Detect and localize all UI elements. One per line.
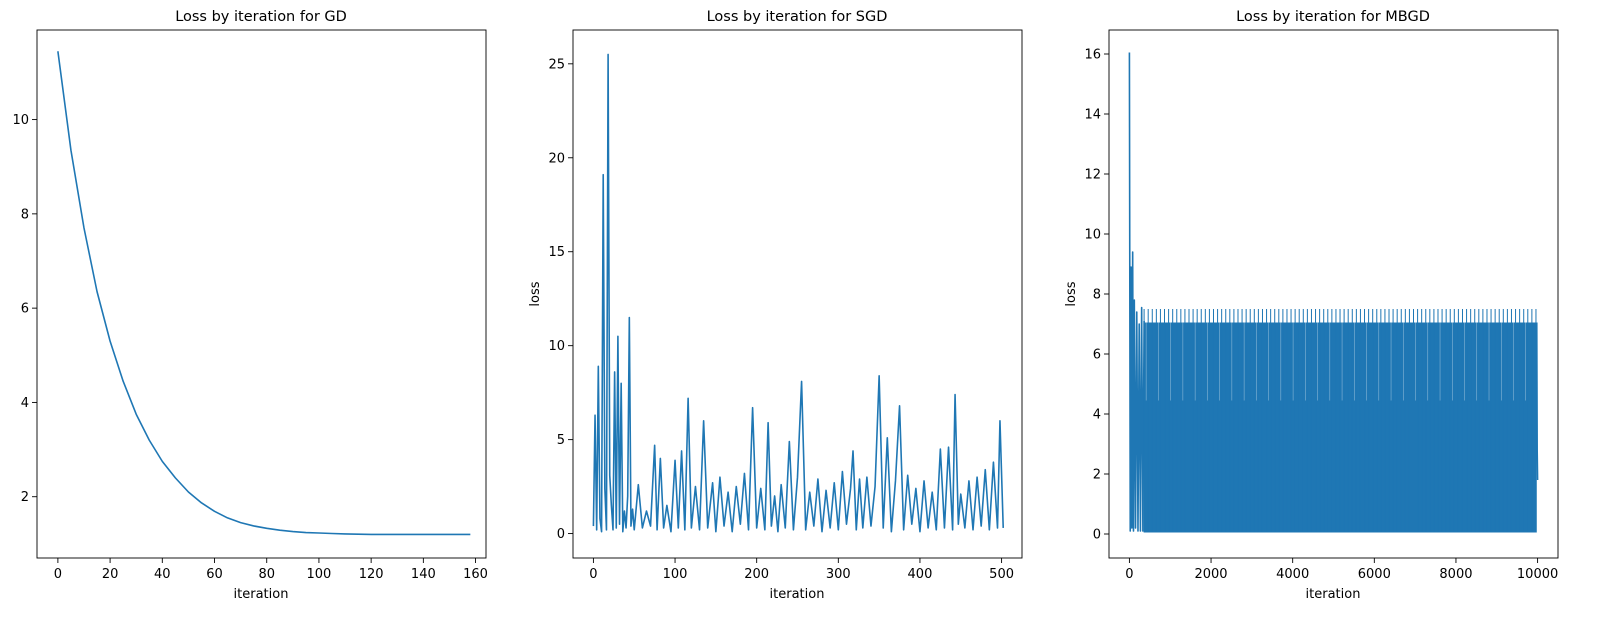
y-tick-label: 10	[548, 339, 565, 354]
y-tick-label: 4	[1093, 408, 1101, 423]
plot-area	[1128, 52, 1539, 533]
x-tick-label: 300	[826, 567, 851, 582]
x-tick-label: 500	[989, 567, 1014, 582]
series-tail	[1535, 322, 1539, 481]
x-tick-label: 100	[663, 567, 688, 582]
y-tick-label: 5	[557, 433, 565, 448]
y-tick-label: 2	[1093, 468, 1101, 483]
plot-area	[592, 53, 1005, 533]
y-tick-label: 20	[548, 151, 565, 166]
y-tick-label: 25	[548, 57, 565, 72]
x-tick-label: 10000	[1517, 567, 1558, 582]
sgd-loss-chart: Loss by iteration for SGD iteration loss…	[528, 9, 1023, 602]
oscillation-peaks	[1143, 309, 1537, 533]
y-tick-label: 10	[1084, 228, 1101, 243]
x-tick-label: 80	[258, 567, 275, 582]
y-tick-label: 8	[21, 207, 29, 222]
x-tick-label: 8000	[1439, 567, 1472, 582]
y-tick-label: 12	[1084, 168, 1101, 183]
series-line	[592, 53, 1005, 533]
oscillation-gaps	[1145, 322, 1526, 401]
axes-frame	[36, 29, 487, 559]
x-tick-label: 4000	[1276, 567, 1309, 582]
x-tick-label: 0	[589, 567, 597, 582]
chart-title: Loss by iteration for GD	[175, 9, 347, 25]
mbgd-loss-chart: Loss by iteration for MBGD iteration los…	[1064, 9, 1559, 602]
y-tick-label: 16	[1084, 48, 1101, 63]
y-tick-label: 2	[21, 490, 29, 505]
axes-frame	[572, 29, 1023, 559]
gd-loss-chart: Loss by iteration for GD iteration 0 20 40…	[12, 9, 488, 602]
x-tick-label: 40	[154, 567, 171, 582]
y-tick-label: 10	[12, 113, 29, 128]
x-tick-label: 160	[463, 567, 488, 582]
x-axis-label: iteration	[1306, 587, 1361, 602]
y-tick-label: 6	[21, 302, 29, 317]
y-tick-label: 0	[557, 527, 565, 542]
x-tick-label: 140	[411, 567, 436, 582]
x-tick-label: 6000	[1358, 567, 1391, 582]
x-tick-label: 60	[206, 567, 223, 582]
y-axis-label: loss	[1064, 281, 1079, 306]
y-tick-label: 4	[21, 396, 29, 411]
chart-title: Loss by iteration for MBGD	[1236, 9, 1430, 25]
x-tick-label: 0	[1125, 567, 1133, 582]
series-line	[1128, 52, 1145, 532]
x-tick-label: 200	[744, 567, 769, 582]
y-tick-label: 14	[1084, 108, 1101, 123]
x-tick-label: 120	[359, 567, 384, 582]
x-tick-label: 400	[908, 567, 933, 582]
plot-area	[57, 51, 471, 536]
y-tick-label: 0	[1093, 528, 1101, 543]
x-tick-label: 100	[307, 567, 332, 582]
chart-title: Loss by iteration for SGD	[707, 9, 888, 25]
y-tick-label: 6	[1093, 348, 1101, 363]
y-tick-label: 15	[548, 245, 565, 260]
x-axis-label: iteration	[234, 587, 289, 602]
y-tick-label: 8	[1093, 288, 1101, 303]
y-axis-label: loss	[528, 281, 543, 306]
x-axis-label: iteration	[770, 587, 825, 602]
series-line	[57, 51, 471, 536]
x-tick-label: 20	[102, 567, 119, 582]
x-tick-label: 0	[54, 567, 62, 582]
x-tick-label: 2000	[1194, 567, 1227, 582]
